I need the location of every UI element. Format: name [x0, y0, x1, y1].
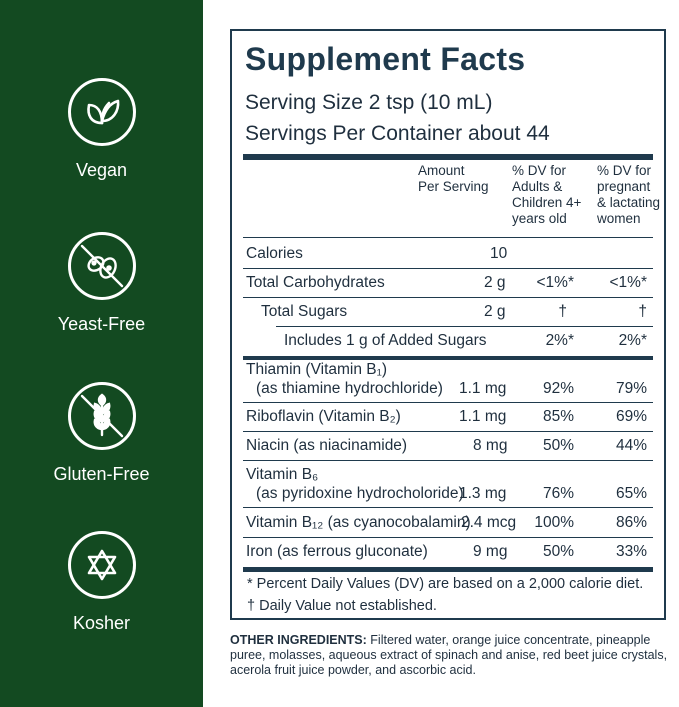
divider: [243, 237, 653, 238]
kosher-badge: Kosher: [0, 531, 203, 634]
amount-header: Amount Per Serving: [418, 163, 489, 194]
divider: [276, 326, 653, 327]
other-ingredients-text: Filtered water, orange juice concentrate…: [230, 633, 668, 678]
other-ingredients-label: OTHER INGREDIENTS:: [230, 633, 367, 647]
footnote-dv: * Percent Daily Values (DV) are based on…: [247, 576, 644, 592]
servings-per-container: Servings Per Container about 44: [245, 122, 550, 145]
badge-label: Yeast-Free: [57, 314, 146, 334]
divider: [243, 460, 653, 461]
divider: [243, 297, 653, 298]
divider: [243, 507, 653, 508]
divider: [243, 268, 653, 269]
badge-label: Kosher: [72, 613, 131, 633]
no-wheat-icon: [67, 382, 136, 450]
divider: [243, 537, 653, 538]
divider: [243, 402, 653, 403]
dv-pregnant-header: % DV for pregnant & lactating women: [597, 163, 661, 226]
footnote-dagger: † Daily Value not established.: [247, 598, 437, 614]
leaf-icon: [67, 78, 136, 146]
divider: [243, 356, 653, 360]
footer-rule: [243, 567, 653, 572]
supplement-facts-panel: Supplement Facts Serving Size 2 tsp (10 …: [230, 29, 666, 620]
gluten-free-badge: Gluten-Free: [0, 382, 203, 485]
facts-title: Supplement Facts: [245, 41, 526, 77]
dv-adults-header: % DV for Adults & Children 4+ years old: [512, 163, 582, 226]
vegan-badge: Vegan: [0, 78, 203, 181]
badge-label: Gluten-Free: [53, 464, 150, 484]
star-of-david-icon: [67, 531, 136, 599]
no-yeast-icon: [67, 232, 136, 300]
serving-size: Serving Size 2 tsp (10 mL): [245, 91, 493, 114]
yeast-free-badge: Yeast-Free: [0, 232, 203, 335]
sidebar: Vegan Yeast-Free: [0, 0, 203, 707]
header-rule: [243, 154, 653, 160]
divider: [243, 431, 653, 432]
other-ingredients: OTHER INGREDIENTS: Filtered water, orang…: [230, 633, 670, 679]
badge-label: Vegan: [75, 160, 128, 180]
